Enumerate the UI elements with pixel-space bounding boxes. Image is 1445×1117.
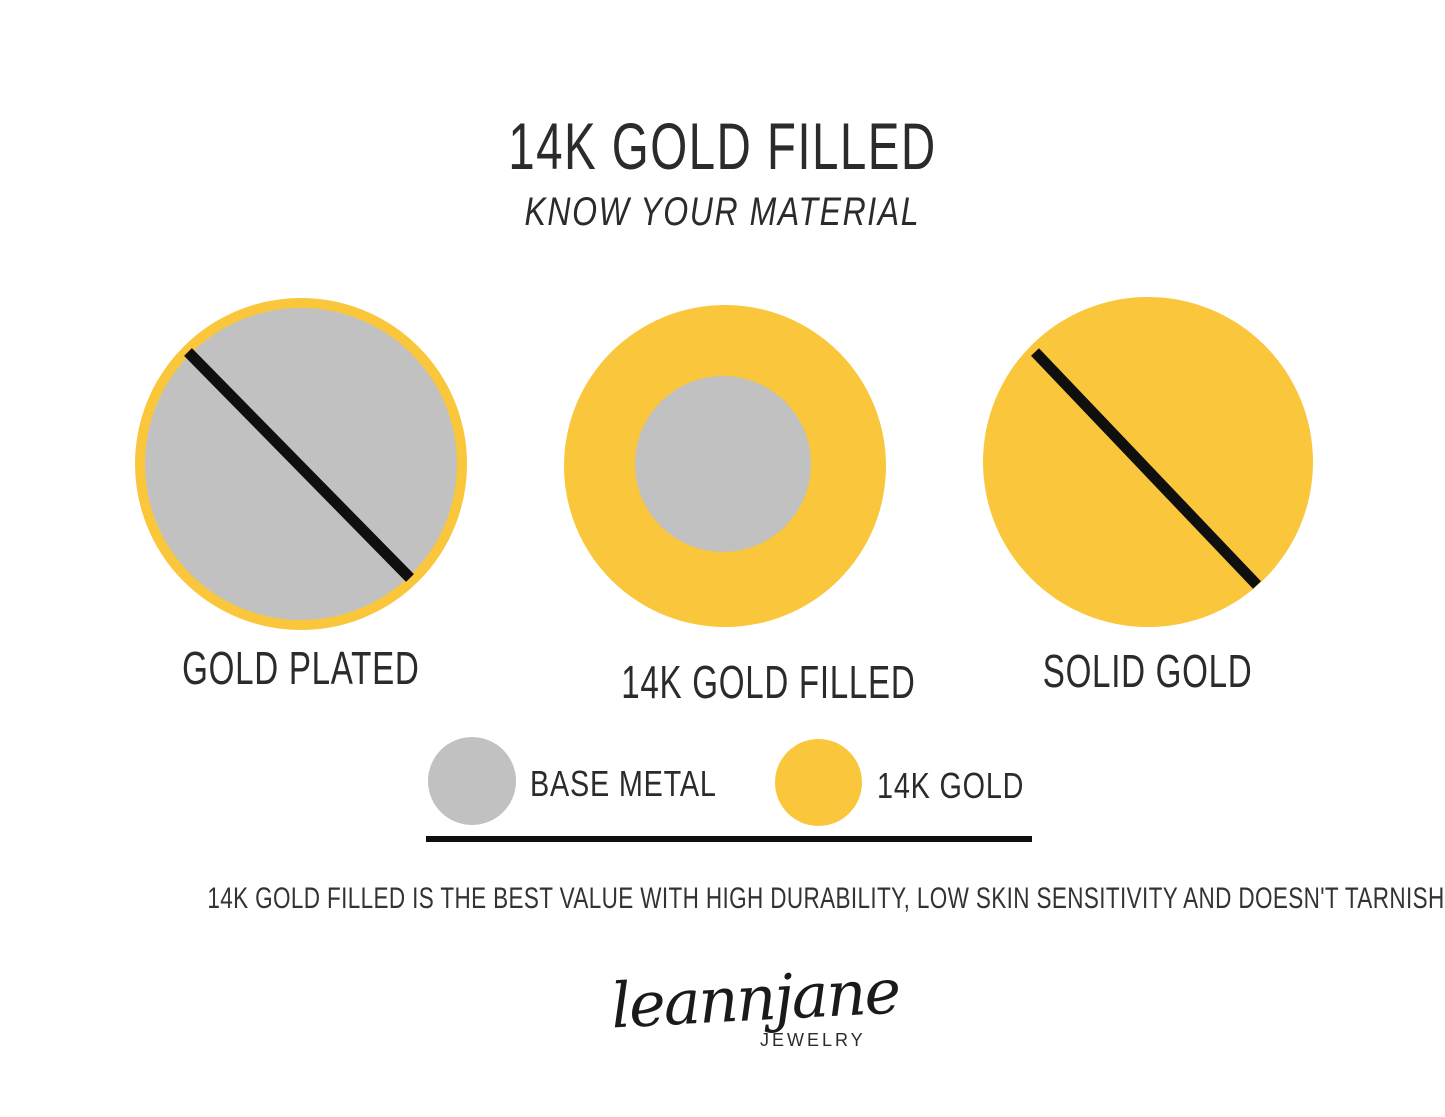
legend-label-14k-gold: 14K GOLD xyxy=(877,765,1061,807)
legend-label-text: 14K GOLD xyxy=(877,765,1025,806)
footnote-text: 14K GOLD FILLED IS THE BEST VALUE WITH H… xyxy=(207,882,1445,915)
page-title: 14K GOLD FILLED xyxy=(0,108,1445,184)
material-label-solid-gold: SOLID GOLD xyxy=(983,644,1313,698)
brand-logo-script: leannjane xyxy=(609,954,901,1043)
material-gold-filled xyxy=(564,305,886,627)
strikethrough-line-icon xyxy=(1031,348,1261,589)
divider-line xyxy=(426,836,1032,842)
gold-plated-circle xyxy=(135,298,467,630)
solid-gold-disc xyxy=(983,297,1313,627)
material-solid-gold xyxy=(983,297,1313,627)
legend-swatch-14k-gold xyxy=(775,739,862,826)
material-label-text: GOLD PLATED xyxy=(182,642,420,694)
page-subtitle-text: KNOW YOUR MATERIAL xyxy=(524,190,921,234)
base-metal-core xyxy=(635,376,811,552)
material-label-gold-plated: GOLD PLATED xyxy=(133,641,469,695)
legend-label-base-metal: BASE METAL xyxy=(530,763,763,805)
strikethrough-line-icon xyxy=(184,348,414,582)
legend-swatch-base-metal xyxy=(428,737,516,825)
material-label-gold-filled: 14K GOLD FILLED xyxy=(564,655,915,709)
material-label-text: SOLID GOLD xyxy=(1043,645,1253,697)
gold-filled-circle xyxy=(564,305,886,627)
legend-label-text: BASE METAL xyxy=(530,763,717,804)
solid-gold-circle xyxy=(983,297,1313,627)
page-title-text: 14K GOLD FILLED xyxy=(508,109,937,183)
page-subtitle: KNOW YOUR MATERIAL xyxy=(0,190,1445,235)
brand-tagline: JEWELRY xyxy=(760,1030,866,1050)
footnote: 14K GOLD FILLED IS THE BEST VALUE WITH H… xyxy=(0,882,1445,916)
material-gold-plated xyxy=(133,296,469,632)
material-label-text: 14K GOLD FILLED xyxy=(621,656,916,708)
